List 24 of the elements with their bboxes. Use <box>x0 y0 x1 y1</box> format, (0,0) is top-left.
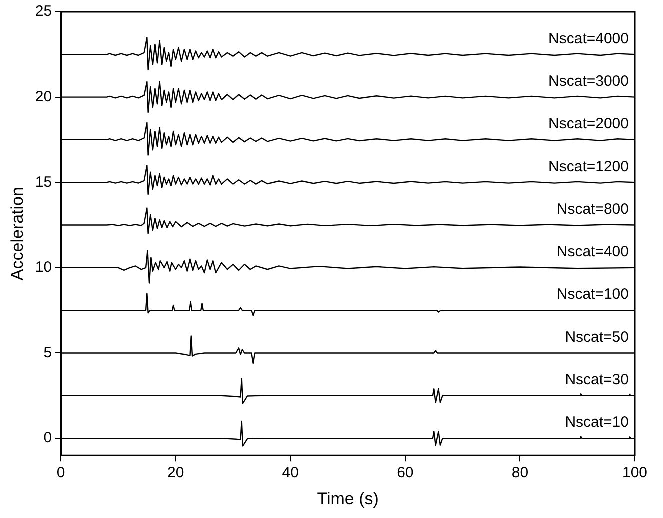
series-label: Nscat=30 <box>565 372 629 389</box>
y-axis-title: Acceleration <box>8 187 27 281</box>
series-label: Nscat=400 <box>556 244 629 261</box>
series-label: Nscat=4000 <box>548 30 629 48</box>
y-tick-label: 20 <box>35 88 52 106</box>
x-tick-label: 20 <box>168 464 184 482</box>
x-tick-label: 40 <box>282 464 299 482</box>
series-label: Nscat=100 <box>556 286 629 304</box>
y-tick-label: 0 <box>44 430 52 447</box>
x-tick-label: 100 <box>622 464 648 482</box>
series-label: Nscat=50 <box>565 328 629 346</box>
x-tick-label: 60 <box>397 464 414 482</box>
series-label: Nscat=2000 <box>548 116 629 133</box>
x-axis-title: Time (s) <box>317 489 379 508</box>
y-tick-label: 25 <box>35 3 52 20</box>
series-label: Nscat=1200 <box>548 158 629 176</box>
x-tick-label: 80 <box>512 464 529 482</box>
series-label: Nscat=800 <box>556 200 629 218</box>
y-tick-label: 15 <box>35 174 52 191</box>
series-label: Nscat=3000 <box>548 72 629 90</box>
y-tick-label: 5 <box>44 344 52 362</box>
x-tick-label: 0 <box>56 464 66 482</box>
series-label: Nscat=10 <box>565 414 629 432</box>
y-tick-label: 10 <box>35 259 52 276</box>
